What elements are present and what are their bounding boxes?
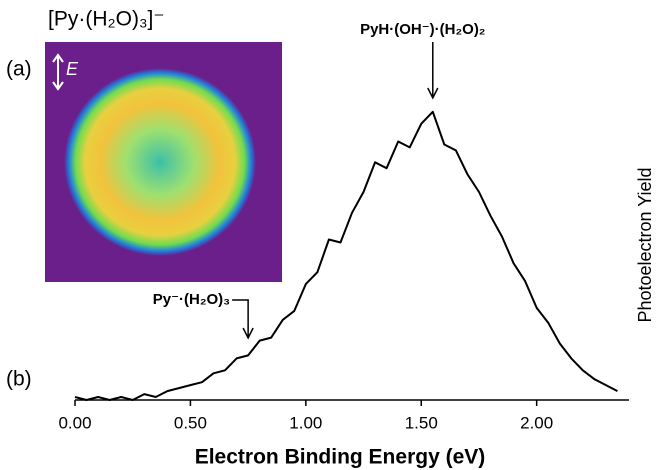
x-tick-label: 1.00	[289, 413, 322, 432]
annotation: Py⁻·(H₂O)₃	[153, 291, 230, 308]
x-tick-label: 0.50	[174, 413, 207, 432]
y-axis-title: Photoelectron Yield	[635, 167, 655, 322]
annotation-arrow	[232, 300, 253, 338]
inset-title: [Py·(H₂O)₃]⁻	[48, 8, 164, 31]
panel-label: (b)	[6, 368, 32, 391]
x-tick-label: 0.00	[58, 413, 91, 432]
x-axis-title: Electron Binding Energy (eV)	[195, 446, 486, 469]
inset-spot	[64, 68, 256, 256]
annotation-arrow	[428, 42, 438, 98]
annotation: PyH·(OH⁻)·(H₂O)₂	[360, 21, 485, 38]
x-tick-label: 2.00	[520, 413, 553, 432]
inset-axis-label: E	[66, 59, 79, 79]
chart: E [Py·(H₂O)₃]⁻ (a) (b) Electron Binding …	[0, 0, 657, 470]
panel-label: (a)	[6, 58, 32, 81]
x-tick-label: 1.50	[405, 413, 438, 432]
